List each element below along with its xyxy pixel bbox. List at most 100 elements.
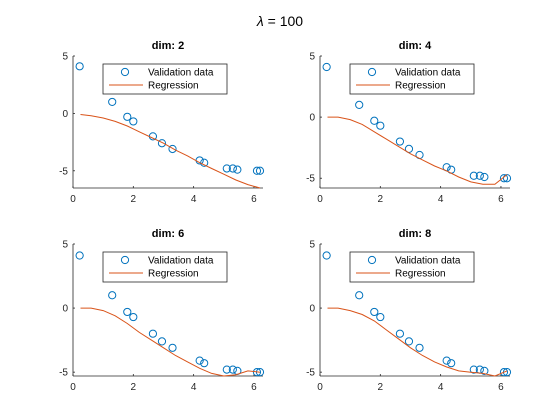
validation-point	[129, 117, 138, 126]
y-tick-label: -5	[306, 368, 315, 379]
validation-point	[322, 251, 331, 260]
x-tick-label: 4	[191, 194, 197, 205]
regression-line	[80, 114, 261, 189]
validation-point	[255, 166, 265, 175]
regression-line	[327, 116, 508, 185]
validation-point	[168, 144, 177, 154]
validation-point	[322, 62, 331, 72]
regression-line	[80, 307, 261, 377]
legend-label: Regression	[395, 81, 446, 92]
validation-point	[123, 307, 132, 317]
legend-marker-validation	[120, 67, 130, 77]
validation-point	[376, 312, 385, 322]
validation-point	[157, 337, 167, 346]
validation-point	[469, 171, 478, 180]
validation-point	[404, 337, 414, 346]
validation-point	[129, 312, 138, 322]
y-tick-label: 5	[62, 52, 68, 63]
validation-point	[480, 172, 489, 182]
legend: Validation data Regression	[349, 251, 475, 283]
y-tick-label: 0	[62, 304, 68, 315]
validation-point	[480, 366, 489, 375]
x-tick-label: 2	[378, 382, 384, 393]
legend-label: Regression	[148, 81, 199, 92]
validation-point	[108, 97, 117, 107]
validation-point	[252, 166, 262, 175]
validation-point	[200, 359, 209, 368]
validation-point	[376, 121, 385, 130]
y-tick-label: -5	[59, 368, 68, 379]
x-tick-label: 4	[438, 194, 444, 205]
validation-point	[355, 291, 364, 300]
x-tick-label: 6	[251, 382, 257, 393]
legend-label: Regression	[395, 269, 446, 280]
regression-line	[327, 307, 508, 377]
validation-point	[370, 307, 379, 317]
x-tick-label: 2	[131, 194, 137, 205]
validation-point	[469, 365, 478, 374]
validation-point	[395, 137, 405, 146]
validation-point	[233, 165, 242, 174]
x-tick-label: 4	[438, 382, 444, 393]
validation-point	[75, 251, 84, 260]
x-tick-label: 6	[251, 194, 257, 205]
figure-title: λ = 100	[256, 13, 303, 29]
y-tick-label: -5	[59, 166, 68, 177]
y-tick-label: 5	[62, 240, 68, 251]
y-tick-label: 5	[309, 52, 315, 63]
x-tick-label: 6	[498, 194, 504, 205]
validation-point	[228, 164, 237, 173]
x-tick-label: 0	[317, 382, 323, 393]
x-tick-label: 0	[70, 382, 76, 393]
subplot-title: dim: 2	[152, 40, 184, 52]
subplot-title: dim: 6	[152, 228, 184, 240]
legend-label: Validation data	[148, 68, 214, 79]
validation-point	[157, 139, 167, 148]
validation-point	[415, 343, 424, 352]
legend-label: Regression	[148, 269, 199, 280]
figure-title-text: = 100	[264, 13, 304, 29]
validation-point	[499, 368, 509, 377]
legend-marker-validation	[367, 255, 377, 265]
y-tick-label: 5	[309, 240, 315, 251]
x-tick-label: 0	[317, 194, 323, 205]
legend-label: Validation data	[395, 256, 461, 267]
validation-point	[195, 356, 204, 365]
y-tick-label: 0	[309, 113, 315, 124]
y-tick-label: 0	[309, 304, 315, 315]
x-tick-label: 2	[131, 382, 137, 393]
legend-label: Validation data	[395, 68, 461, 79]
validation-point	[447, 359, 456, 368]
validation-point	[75, 62, 84, 71]
validation-point	[499, 174, 509, 183]
validation-point	[123, 112, 132, 121]
validation-point	[222, 164, 231, 173]
subplot-title: dim: 8	[399, 228, 431, 240]
legend: Validation data Regression	[102, 251, 228, 283]
legend: Validation data Regression	[102, 63, 228, 95]
validation-point	[148, 329, 158, 338]
y-tick-label: -5	[306, 174, 315, 185]
validation-point	[108, 291, 117, 300]
subplot-1: dim: 2 0 2 4 6 -5 0 5 Validation data Regression	[59, 40, 265, 205]
legend: Validation data Regression	[349, 63, 475, 95]
x-tick-label: 6	[498, 382, 504, 393]
x-tick-label: 2	[378, 194, 384, 205]
validation-point	[222, 365, 231, 374]
validation-point	[252, 368, 262, 377]
x-tick-label: 4	[191, 382, 197, 393]
subplot-title: dim: 4	[399, 40, 432, 52]
figure-title-symbol: λ	[256, 13, 264, 29]
validation-point	[475, 171, 484, 180]
validation-point	[395, 329, 405, 338]
legend-marker-validation	[120, 255, 130, 265]
legend-label: Validation data	[148, 256, 214, 267]
legend-marker-validation	[367, 67, 377, 77]
validation-point	[355, 100, 364, 109]
validation-point	[168, 343, 177, 352]
